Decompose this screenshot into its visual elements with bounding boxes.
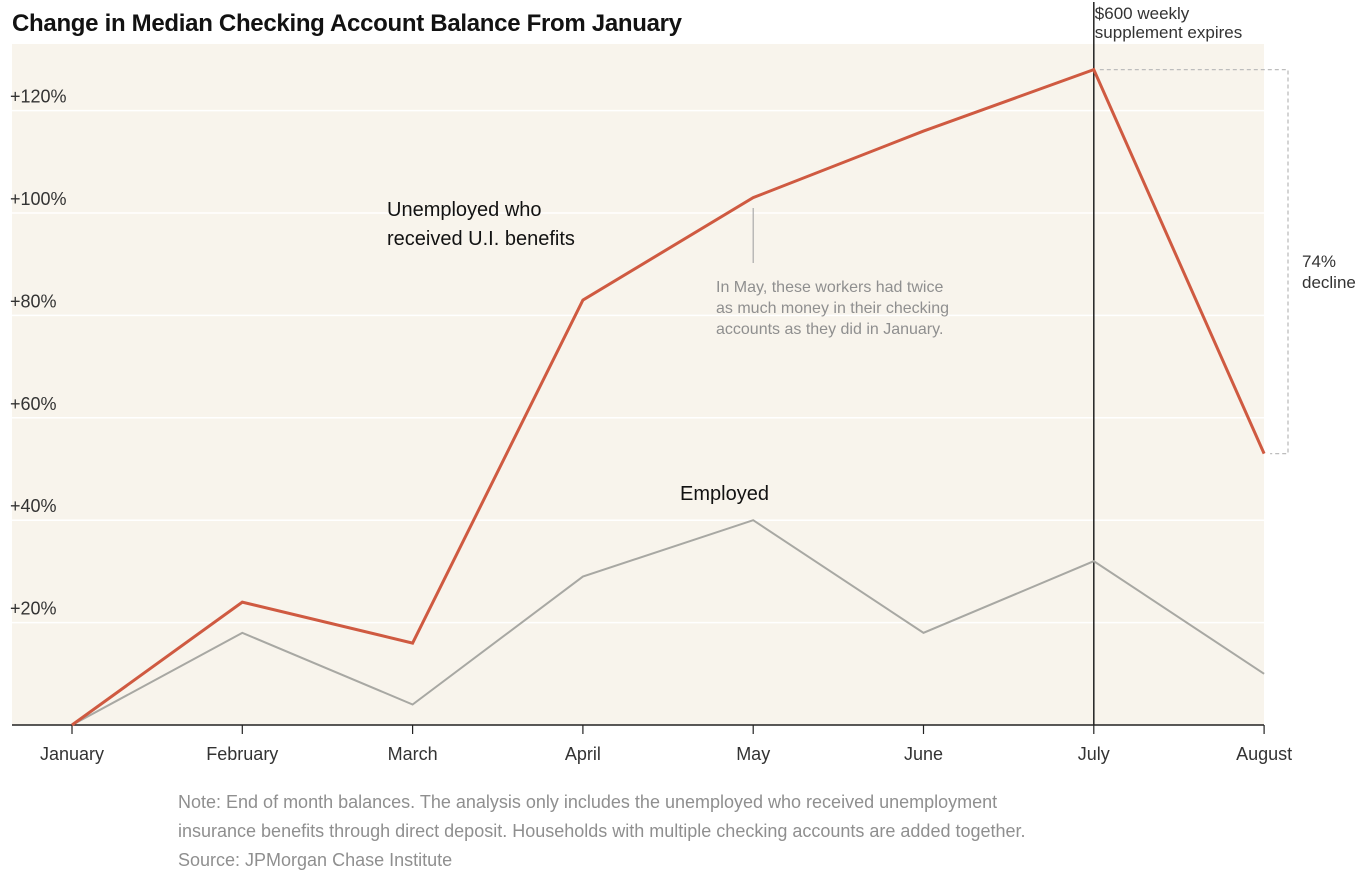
x-tick-label: January xyxy=(40,744,104,764)
chart-title: Change in Median Checking Account Balanc… xyxy=(12,10,682,37)
may-annotation-text: accounts as they did in January. xyxy=(716,321,943,338)
x-tick-label: February xyxy=(206,744,278,764)
employed-series-line xyxy=(71,519,1265,726)
chart-notes: Note: End of month balances. The analysi… xyxy=(178,788,1278,875)
unemployed-series-label: received U.I. benefits xyxy=(387,228,575,250)
annotations: In May, these workers had twice as much m… xyxy=(716,2,1356,725)
y-tick-label: +60% xyxy=(10,394,57,414)
x-tick-label: May xyxy=(736,744,770,764)
y-tick-label: +100% xyxy=(10,189,67,209)
x-tick-label: March xyxy=(388,744,438,764)
x-tick-label: June xyxy=(904,744,943,764)
note-line-2: insurance benefits through direct deposi… xyxy=(178,821,1026,841)
july-annotation-text: $600 weekly xyxy=(1095,4,1190,23)
plot-background xyxy=(12,44,1264,725)
x-tick-label: July xyxy=(1078,744,1110,764)
july-annotation-text: supplement expires xyxy=(1095,23,1242,42)
series-lines xyxy=(71,67,1266,727)
series-labels: Unemployed who received U.I. benefits Empl… xyxy=(387,199,769,505)
decline-bracket xyxy=(1099,68,1289,455)
y-tick-label: +40% xyxy=(10,496,57,516)
source-line: Source: JPMorgan Chase Institute xyxy=(178,850,453,870)
x-tick-label: August xyxy=(1236,744,1292,764)
may-annotation-text: In May, these workers had twice xyxy=(716,279,943,296)
employed-series-label: Employed xyxy=(680,483,769,505)
y-tick-label: +120% xyxy=(10,87,67,107)
may-annotation-text: as much money in their checking xyxy=(716,300,949,317)
x-tick-label: April xyxy=(565,744,601,764)
gridlines xyxy=(12,109,1264,624)
unemployed-series-line xyxy=(71,67,1266,727)
unemployed-series-label: Unemployed who xyxy=(387,199,542,221)
y-tick-label: +80% xyxy=(10,291,57,311)
decline-annotation-text: decline xyxy=(1302,273,1356,292)
note-line-1: Note: End of month balances. The analysi… xyxy=(178,792,998,812)
y-axis: +20% +40% +60% +80% +100% +120% xyxy=(10,87,67,619)
y-tick-label: +20% xyxy=(10,599,57,619)
decline-annotation-text: 74% xyxy=(1302,252,1336,271)
x-axis: January February March April May June July Augu… xyxy=(12,724,1292,764)
